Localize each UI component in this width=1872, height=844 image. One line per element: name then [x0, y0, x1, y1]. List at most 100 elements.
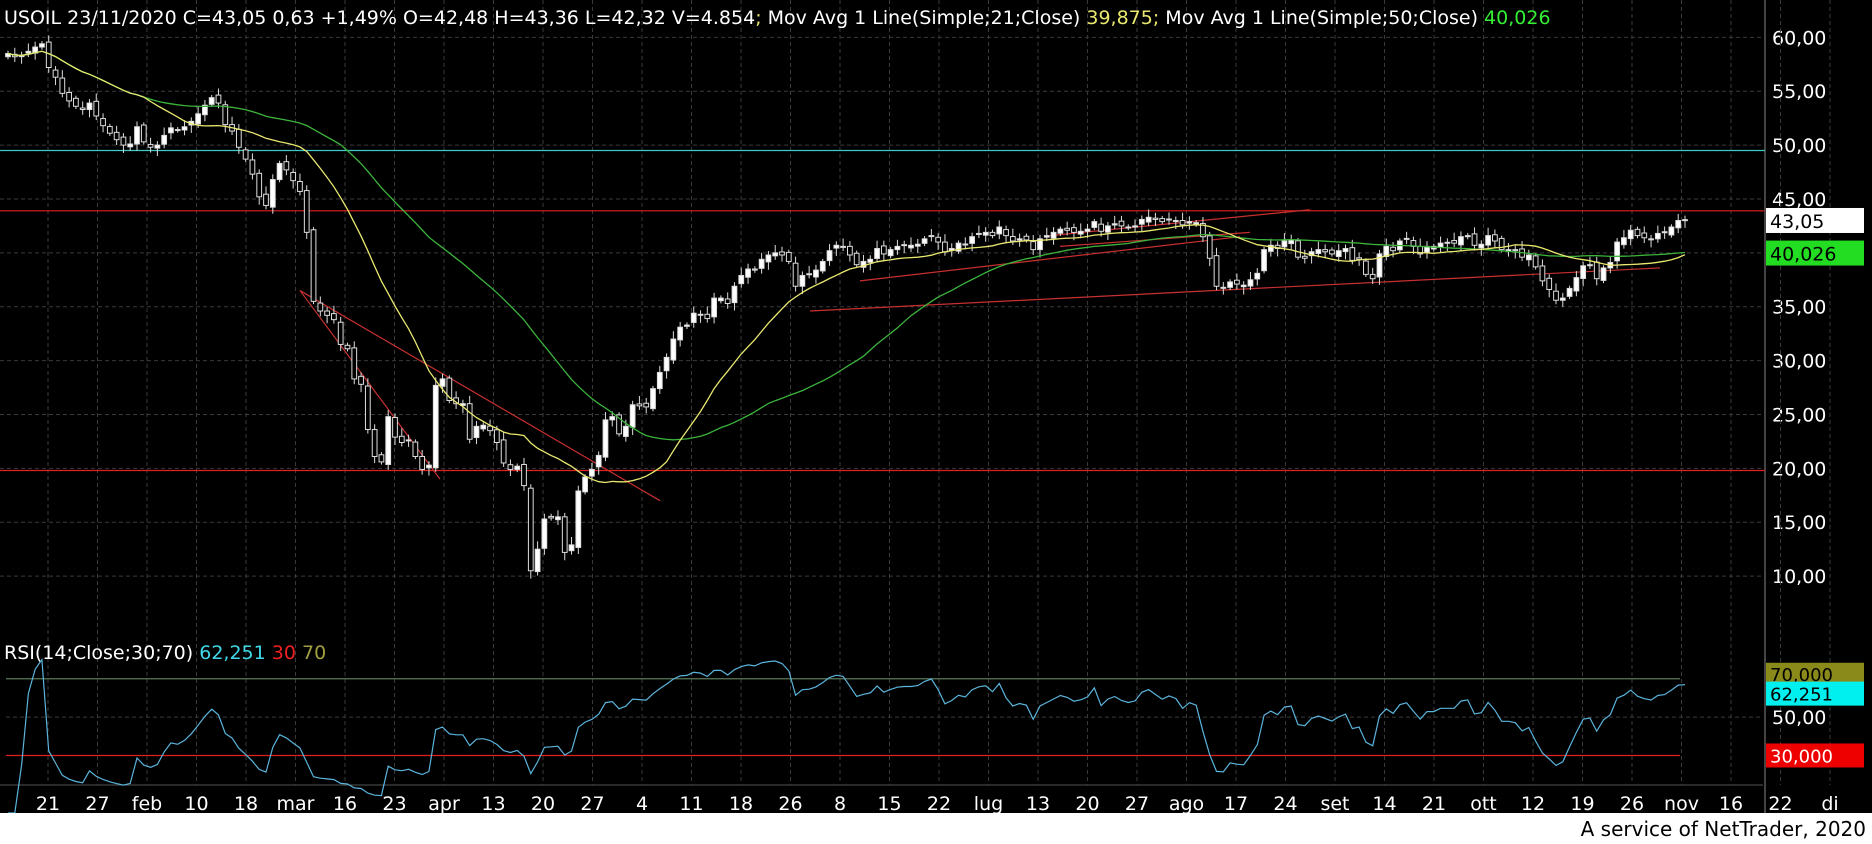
x-tick-label: 16 — [333, 793, 357, 815]
candle — [140, 124, 147, 143]
candle — [616, 414, 622, 435]
candle — [215, 94, 222, 104]
x-tick-label: 16 — [1719, 793, 1743, 815]
candle — [1186, 221, 1193, 224]
header-ma21-label: Mov Avg 1 Line(Simple;21;Close) — [762, 7, 1087, 29]
x-tick-label: 27 — [85, 793, 109, 815]
candle — [127, 143, 134, 148]
candle — [195, 113, 201, 125]
header-ma21-value: 39,875 — [1086, 7, 1152, 29]
x-tick-label: 13 — [481, 793, 505, 815]
ma21-line — [7, 50, 1686, 484]
x-tick-label: set — [1320, 793, 1349, 815]
candle — [711, 297, 717, 318]
candle — [1057, 228, 1064, 234]
candle — [799, 274, 806, 287]
candle — [568, 544, 575, 552]
ma50-line — [7, 50, 1686, 441]
rsi-label: RSI(14;Close;30;70) — [4, 642, 199, 664]
rsi-value-badge — [1766, 681, 1864, 706]
candle — [1464, 235, 1471, 238]
candle — [765, 254, 772, 263]
candle — [1172, 220, 1179, 223]
candle — [724, 298, 731, 304]
candle — [1641, 232, 1648, 239]
candle — [955, 242, 962, 252]
candle — [1390, 246, 1396, 252]
y-tick-label: 35,00 — [1772, 297, 1826, 319]
candle — [290, 171, 297, 182]
candle — [745, 268, 751, 278]
candle — [1145, 216, 1152, 223]
last-price-value: 43,05 — [1770, 211, 1824, 233]
candle — [480, 424, 487, 430]
candle — [1037, 238, 1043, 251]
candle — [833, 244, 840, 249]
candle — [385, 416, 392, 465]
candle — [432, 384, 439, 469]
candle — [249, 159, 256, 175]
x-tick-label: lug — [974, 793, 1003, 815]
candle — [1553, 290, 1559, 301]
candle — [541, 518, 548, 549]
header-symbol-info: USOIL 23/11/2020 C=43,05 0,63 +1,49% O=4… — [4, 7, 755, 29]
candle — [1077, 230, 1084, 235]
candle — [168, 127, 174, 134]
candle — [283, 161, 290, 171]
candle — [969, 236, 975, 244]
x-tick-label: di — [1821, 793, 1838, 815]
candle — [331, 313, 337, 321]
candle — [364, 385, 371, 431]
x-tick-label: ago — [1169, 793, 1204, 815]
candle — [1587, 264, 1593, 267]
x-tick-label: 22 — [927, 793, 951, 815]
candle — [1166, 218, 1172, 221]
candle — [813, 269, 819, 278]
candle — [1383, 245, 1390, 258]
x-tick-label: apr — [428, 793, 460, 815]
candle — [466, 403, 473, 440]
candle — [5, 52, 11, 58]
x-tick-label: 18 — [234, 793, 258, 815]
ma50-badge — [1766, 240, 1864, 266]
candle — [826, 250, 833, 262]
candle — [1132, 225, 1138, 228]
candle — [1627, 229, 1634, 240]
candle — [1003, 229, 1009, 237]
x-tick-label: 23 — [382, 793, 406, 815]
candle — [134, 126, 140, 145]
y-tick-label: 50,00 — [1772, 135, 1826, 157]
candle — [181, 126, 188, 131]
candle — [426, 464, 432, 469]
candle — [914, 243, 921, 247]
credit-text: A service of NetTrader, 2020 — [1580, 817, 1866, 841]
candle — [1329, 249, 1335, 255]
candle — [1301, 255, 1308, 259]
x-tick-label: 20 — [1075, 793, 1099, 815]
candle — [575, 490, 582, 548]
x-tick-label: 10 — [184, 793, 208, 815]
x-tick-label: 11 — [679, 793, 703, 815]
x-tick-label: 8 — [834, 793, 846, 815]
candle — [1437, 242, 1444, 248]
candle — [935, 236, 942, 243]
candle — [1125, 226, 1132, 229]
x-tick-label: 20 — [531, 793, 555, 815]
candle — [1105, 225, 1111, 233]
candle — [1376, 253, 1383, 278]
x-tick-label: 26 — [1620, 793, 1644, 815]
candle — [874, 248, 880, 259]
x-tick-label: 19 — [1570, 793, 1594, 815]
x-tick-label: 12 — [1521, 793, 1545, 815]
candle — [1492, 234, 1498, 242]
candle — [405, 439, 412, 442]
candle — [297, 181, 303, 192]
footer-bar — [0, 813, 1872, 844]
candle — [1525, 254, 1532, 261]
candle — [1634, 228, 1641, 237]
x-tick-label: 26 — [778, 793, 802, 815]
candle — [731, 285, 738, 304]
candle — [527, 487, 534, 572]
candle — [684, 324, 690, 327]
